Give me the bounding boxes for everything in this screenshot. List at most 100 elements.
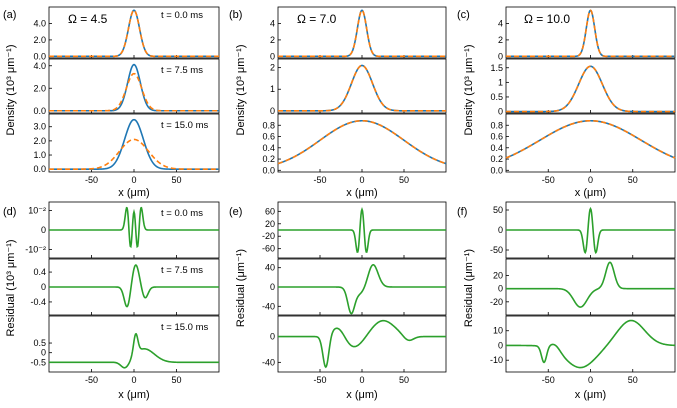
- density-dashed-series-line: [49, 138, 219, 170]
- y-tick-label: -60: [262, 244, 275, 254]
- panel-label: (a): [3, 9, 16, 21]
- omega-label: Ω = 4.5: [68, 12, 108, 26]
- x-tick-label: 0: [588, 375, 593, 385]
- time-label: t = 0.0 ms: [161, 208, 203, 219]
- density-axes-frame: [277, 58, 447, 114]
- y-axis-label: Residual (μm⁻¹): [463, 249, 475, 327]
- y-tick-label: 2: [270, 63, 275, 73]
- y-tick-label: 1.5: [490, 63, 503, 73]
- y-tick-label: 0.4: [262, 143, 275, 153]
- y-tick-label: 0: [41, 225, 46, 235]
- y-tick-label: 0.2: [262, 154, 275, 164]
- density-dashed-series-line: [277, 119, 447, 165]
- panel-label: (c): [457, 9, 470, 21]
- residual-series-line: [278, 263, 446, 315]
- x-tick-label: 50: [171, 375, 181, 385]
- y-tick-label: 0.6: [262, 132, 275, 142]
- panel-label: (f): [457, 206, 467, 218]
- density-axes-frame: [277, 113, 447, 173]
- y-tick-label: 50: [493, 205, 503, 215]
- density-dashed-series-line: [49, 9, 219, 58]
- y-tick-label: 0: [270, 332, 275, 342]
- y-tick-label: 0.0: [33, 164, 46, 174]
- x-tick-label: -50: [85, 175, 98, 185]
- panel-label: (d): [3, 206, 16, 218]
- y-tick-label: 0.2: [490, 154, 503, 164]
- y-tick-label: 0: [498, 225, 503, 235]
- x-tick-label: 0: [359, 175, 364, 185]
- y-tick-label: 20: [265, 219, 275, 229]
- y-tick-label: 0.0: [490, 165, 503, 175]
- y-tick-label: 0: [270, 51, 275, 61]
- y-tick-label: -10: [490, 355, 503, 365]
- y-tick-label: -20: [490, 297, 503, 307]
- x-tick-label: 50: [399, 175, 409, 185]
- density-dashed-series-line: [49, 72, 219, 112]
- y-tick-label: 40: [265, 263, 275, 273]
- y-tick-label: 0.0: [33, 106, 46, 116]
- y-tick-label: -40: [262, 301, 275, 311]
- density-solid-series-line: [277, 119, 447, 165]
- residual-series-line: [506, 319, 676, 369]
- y-tick-label: 60: [265, 206, 275, 216]
- y-tick-label: 1: [270, 84, 275, 94]
- y-tick-label: 10⁻²: [28, 205, 46, 215]
- density-dashed-series-line: [278, 64, 446, 112]
- x-axis-label: x (μm): [346, 389, 377, 401]
- y-tick-label: 3.0: [33, 122, 46, 132]
- y-tick-label: -0.4: [30, 297, 46, 307]
- x-tick-label: 50: [628, 375, 638, 385]
- y-tick-label: 4.0: [33, 18, 46, 28]
- residual-series-line: [278, 319, 446, 369]
- y-tick-label: 0.4: [490, 143, 503, 153]
- y-tick-label: 0.0: [33, 51, 46, 61]
- omega-label: Ω = 10.0: [524, 12, 570, 26]
- density-dashed-series-line: [506, 65, 675, 113]
- y-tick-label: 0: [41, 282, 46, 292]
- density-solid-series-line: [278, 64, 446, 112]
- residual-series-line: [49, 332, 219, 369]
- x-tick-label: 50: [171, 175, 181, 185]
- x-tick-label: 0: [131, 175, 136, 185]
- density-dashed-series-line: [278, 9, 446, 58]
- x-axis-label: x (μm): [346, 187, 377, 199]
- y-tick-label: 0.8: [262, 120, 275, 130]
- y-tick-label: 2.0: [33, 83, 46, 93]
- y-tick-label: -20: [262, 231, 275, 241]
- time-label: t = 15.0 ms: [161, 322, 209, 333]
- y-tick-label: 1.0: [33, 150, 46, 160]
- x-tick-label: 0: [131, 375, 136, 385]
- y-tick-label: 0.6: [490, 132, 503, 142]
- x-tick-label: 50: [628, 175, 638, 185]
- x-tick-label: 0: [359, 375, 364, 385]
- x-axis-label: x (μm): [118, 389, 149, 401]
- time-label: t = 0.0 ms: [161, 10, 203, 21]
- y-tick-label: 0: [498, 284, 503, 294]
- panel-label: (b): [229, 9, 242, 21]
- x-axis-label: x (μm): [118, 187, 149, 199]
- y-tick-label: 4: [270, 18, 275, 28]
- residual-axes-frame: [277, 315, 447, 373]
- y-axis-label: Density (10³ μm⁻¹): [5, 45, 17, 136]
- time-label: t = 7.5 ms: [161, 65, 203, 76]
- y-tick-label: 0: [498, 340, 503, 350]
- x-axis-label: x (μm): [575, 187, 606, 199]
- y-axis-label: Residual (μm⁻¹): [235, 249, 247, 327]
- residual-series-line: [506, 206, 675, 255]
- density-axes-frame: [505, 113, 676, 173]
- x-axis-label: x (μm): [575, 389, 606, 401]
- time-label: t = 7.5 ms: [161, 265, 203, 276]
- density-solid-series-line: [505, 119, 676, 159]
- y-tick-label: 0: [270, 282, 275, 292]
- x-tick-label: 50: [399, 375, 409, 385]
- x-tick-label: -50: [313, 375, 326, 385]
- y-tick-label: 0.5: [490, 92, 503, 102]
- y-tick-label: 0.4: [33, 267, 46, 277]
- residual-series-line: [506, 261, 675, 308]
- time-label: t = 15.0 ms: [161, 120, 209, 131]
- density-solid-series-line: [506, 65, 675, 113]
- y-tick-label: 0.0: [262, 165, 275, 175]
- y-tick-label: 0: [498, 107, 503, 117]
- y-tick-label: 2: [498, 35, 503, 45]
